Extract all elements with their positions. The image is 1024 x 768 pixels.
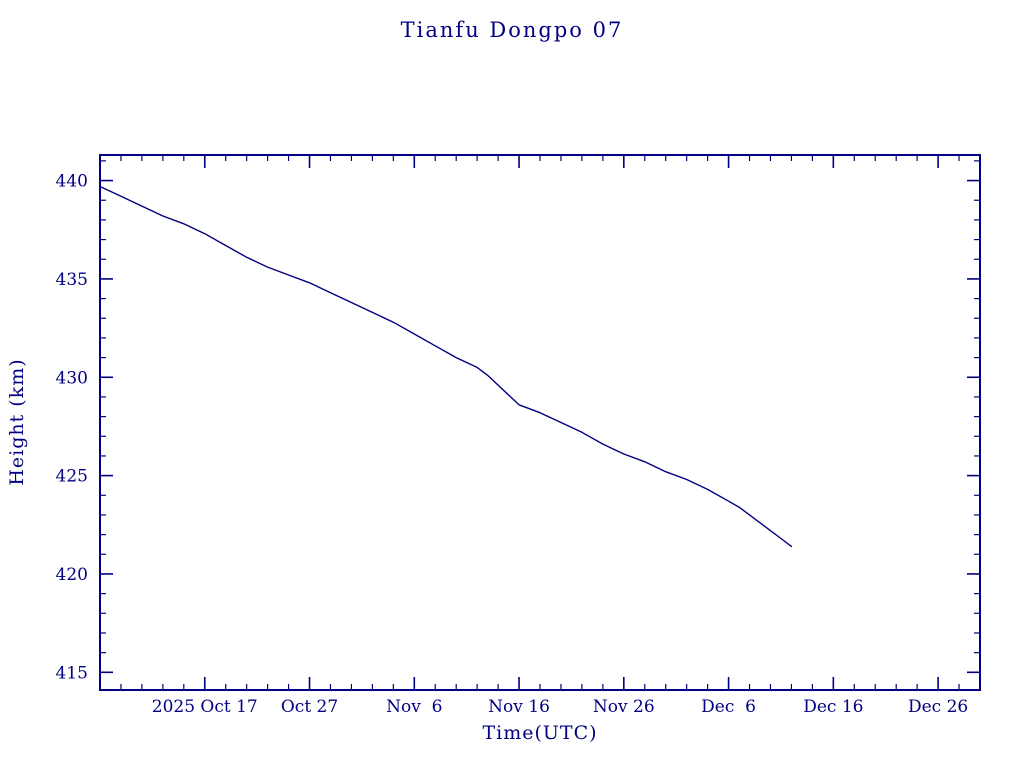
x-tick-label: Dec 26	[908, 697, 968, 717]
height-series-line	[99, 185, 793, 548]
chart-title: Tianfu Dongpo 07	[400, 18, 624, 42]
x-tick-label: Nov 16	[488, 697, 550, 717]
x-axis-label: Time(UTC)	[482, 722, 598, 744]
y-tick-label: 425	[56, 467, 88, 487]
y-tick-label: 430	[56, 368, 88, 388]
x-tick-label: Dec 16	[803, 697, 863, 717]
y-tick-label: 435	[56, 270, 88, 290]
plot-frame	[99, 154, 981, 691]
y-tick-label: 420	[56, 565, 88, 585]
x-tick-label: Dec 6	[701, 697, 756, 717]
y-tick-label: 415	[56, 663, 88, 683]
x-tick-label: Oct 27	[281, 697, 338, 717]
x-tick-label: 2025 Oct 17	[152, 697, 258, 717]
x-tick-label: Nov 26	[593, 697, 655, 717]
y-tick-label: 440	[56, 172, 88, 192]
x-tick-label: Nov 6	[386, 697, 442, 717]
